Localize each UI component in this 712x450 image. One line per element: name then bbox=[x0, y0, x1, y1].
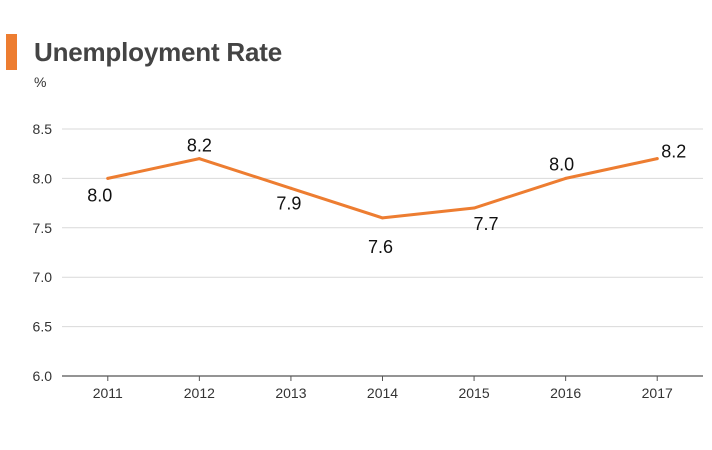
y-tick-label: 6.0 bbox=[33, 368, 53, 384]
series-layer bbox=[106, 157, 659, 220]
data-point bbox=[472, 206, 476, 210]
data-label: 8.2 bbox=[187, 136, 212, 156]
x-tick-label: 2011 bbox=[93, 385, 123, 401]
x-tick-label: 2015 bbox=[458, 385, 489, 401]
data-labels: 8.0 8.2 7.9 7.6 7.7 8.0 8.2 bbox=[87, 136, 686, 257]
axis-ticks: 6.0 6.5 7.0 7.5 8.0 8.5 2011 2012 2013 2014 2015 20… bbox=[33, 121, 673, 401]
x-tick-label: 2017 bbox=[642, 385, 673, 401]
data-point bbox=[106, 176, 110, 180]
data-point bbox=[655, 157, 659, 161]
data-label: 7.7 bbox=[474, 214, 499, 234]
y-tick-label: 8.5 bbox=[33, 121, 53, 137]
y-axis-unit-label: % bbox=[34, 74, 47, 90]
data-label: 7.9 bbox=[276, 193, 301, 213]
x-tick-label: 2012 bbox=[184, 385, 215, 401]
chart-title-block: Unemployment Rate bbox=[6, 34, 282, 70]
x-tick-label: 2013 bbox=[275, 385, 306, 401]
x-tick-label: 2016 bbox=[550, 385, 581, 401]
title-accent-bar bbox=[6, 34, 17, 70]
data-label: 8.0 bbox=[87, 185, 112, 205]
data-label: 7.6 bbox=[368, 237, 393, 257]
y-tick-label: 8.0 bbox=[33, 170, 53, 186]
data-point bbox=[289, 186, 293, 190]
y-tick-label: 6.5 bbox=[33, 319, 53, 335]
y-tick-label: 7.5 bbox=[33, 220, 53, 236]
series-line bbox=[106, 157, 659, 220]
chart-title: Unemployment Rate bbox=[34, 36, 282, 67]
y-tick-label: 7.0 bbox=[33, 269, 53, 285]
data-label: 8.2 bbox=[661, 142, 686, 162]
data-point bbox=[564, 176, 568, 180]
data-point bbox=[197, 157, 201, 161]
data-label: 8.0 bbox=[549, 154, 574, 174]
data-point bbox=[381, 216, 384, 220]
x-tick-label: 2014 bbox=[367, 385, 398, 401]
